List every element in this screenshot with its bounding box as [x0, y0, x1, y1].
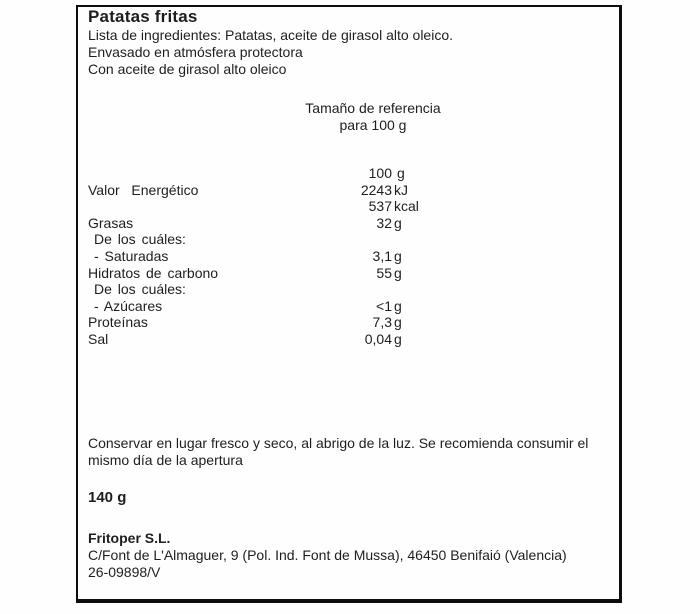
storage-note: Conservar en lugar fresco y seco, al abr… [88, 435, 589, 468]
nutrition-row-of-which-carbs: De los cuáles: [78, 281, 619, 298]
nutrition-value-number: 55 [376, 264, 392, 281]
nutrition-value-unit: kcal [394, 198, 419, 215]
nutrition-row-label: Grasas [88, 214, 134, 231]
nutrition-row-value: 537 kcal [272, 198, 419, 214]
serving-reference: Tamaño de referencia para 100 g [126, 100, 620, 133]
packaging-line: Envasado en atmósfera protectora [88, 44, 303, 60]
nutrition-value-unit: g [394, 247, 402, 264]
nutrition-row-value: 2243 kJ [272, 182, 408, 198]
product-title: Patatas fritas [88, 7, 198, 26]
product-label: Patatas fritas Lista de ingredientes: Pa… [76, 5, 622, 603]
nutrition-row-energy-kj: Valor Energético 2243 kJ [78, 182, 619, 199]
nutrition-row-value: 32 g [272, 214, 402, 231]
serving-reference-line1: Tamaño de referencia [305, 100, 441, 116]
manufacturer-address: C/Font de L'Almaguer, 9 (Pol. Ind. Font … [88, 547, 567, 563]
nutrition-row-value [272, 231, 394, 247]
nutrition-row-value: 3,1 g [272, 248, 402, 264]
nutrition-value-number: 32 [376, 214, 392, 231]
oil-claim-line: Con aceite de girasol alto oleico [88, 61, 287, 77]
nutrition-row-label: - Saturadas [94, 247, 169, 264]
nutrition-row-sugars: - Azúcares <1 g [78, 298, 619, 315]
nutrition-row-energy-kcal: 537 kcal [78, 198, 619, 215]
nutrition-value-unit: g [394, 214, 402, 231]
label-header: Patatas fritas Lista de ingredientes: Pa… [88, 8, 611, 78]
nutrition-row-label: De los cuáles: [94, 281, 186, 298]
nutrition-row-value: 55 g [272, 264, 402, 281]
nutrition-header-row: 100 g [78, 165, 619, 182]
nutrition-table: 100 g Valor Energético 2243 kJ 537 kcal Gra… [78, 165, 619, 348]
nutrition-row-value: 7,3 g [272, 314, 402, 330]
nutrition-row-fat: Grasas 32 g [78, 215, 619, 232]
nutrition-value-unit: g [394, 330, 402, 347]
nutrition-row-label: Sal [88, 330, 109, 347]
nutrition-value-number: 0,04 [364, 330, 392, 347]
nutrition-value-unit: g [394, 297, 402, 314]
nutrition-row-label: Proteínas [88, 314, 148, 331]
nutrition-value-unit: g [394, 314, 402, 331]
ingredients-line: Lista de ingredientes: Patatas, aceite d… [88, 27, 454, 43]
nutrition-row-label: De los cuáles: [94, 231, 186, 248]
nutrition-row-value [272, 281, 394, 297]
nutrition-value-unit: g [397, 165, 405, 181]
nutrition-value-number: 2243 [360, 181, 392, 198]
nutrition-row-of-which-fat: De los cuáles: [78, 231, 619, 248]
nutrition-row-protein: Proteínas 7,3 g [78, 314, 619, 331]
nutrition-value-number: 100 [368, 165, 392, 181]
nutrition-value-unit: g [394, 264, 402, 281]
nutrition-row-value: <1 g [272, 298, 402, 314]
nutrition-row-value: 0,04 g [272, 331, 402, 347]
nutrition-value-unit: kJ [394, 181, 408, 198]
nutrition-value-number: 7,3 [372, 314, 392, 331]
manufacturer-name: Fritoper S.L. [88, 530, 171, 546]
nutrition-row-salt: Sal 0,04 g [78, 331, 619, 348]
nutrition-row-label: - Azúcares [94, 297, 163, 314]
manufacturer-block: Fritoper S.L. C/Font de L'Almaguer, 9 (P… [88, 530, 613, 581]
net-weight: 140 g [88, 489, 127, 506]
nutrition-row-label: Valor Energético [88, 181, 199, 198]
nutrition-row-label: Hidratos de carbono [88, 264, 219, 281]
nutrition-value-number: 3,1 [372, 247, 392, 264]
nutrition-row-saturated: - Saturadas 3,1 g [78, 248, 619, 265]
nutrition-row-carbs: Hidratos de carbono 55 g [78, 265, 619, 282]
nutrition-value-number: 537 [368, 198, 392, 215]
nutrition-row-value: 100 g [272, 165, 405, 181]
nutrition-value-number: <1 [376, 297, 392, 314]
serving-reference-line2: para 100 g [339, 116, 407, 133]
registration-number: 26-09898/V [88, 564, 161, 580]
